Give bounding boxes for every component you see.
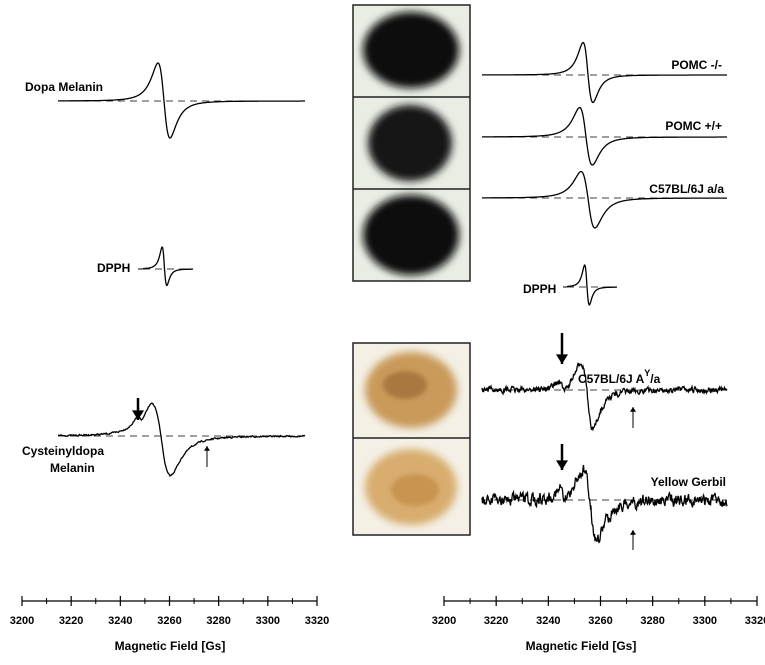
- x-tick-label: 3300: [693, 615, 717, 627]
- x-tick-label: 3200: [10, 615, 34, 627]
- x-axis-label: Magnetic Field [Gs]: [526, 639, 637, 653]
- x-tick-label: 3260: [157, 615, 181, 627]
- x-tick-label: 3240: [536, 615, 560, 627]
- spectrum: [482, 41, 727, 104]
- x-tick-label: 3280: [206, 615, 230, 627]
- spectrum: [481, 362, 728, 432]
- x-tick-label: 3220: [484, 615, 508, 627]
- spectrum: [58, 402, 306, 478]
- x-tick-label: 3320: [745, 615, 765, 627]
- x-axis-label: Magnetic Field [Gs]: [115, 639, 226, 653]
- x-tick-label: 3240: [108, 615, 132, 627]
- arrow-head: [630, 530, 636, 535]
- spectrum: [567, 264, 617, 306]
- arrow-head: [630, 407, 636, 412]
- arrow-head: [556, 460, 568, 470]
- label: Yellow Gerbil: [651, 475, 726, 489]
- label: C57BL/6J AY/a: [578, 368, 661, 386]
- spectrum: [143, 246, 193, 287]
- arrow-head: [204, 446, 210, 451]
- label: DPPH: [97, 261, 130, 275]
- spectrum: [482, 106, 727, 166]
- label: POMC -/-: [671, 58, 722, 72]
- x-tick-label: 3280: [640, 615, 664, 627]
- photos: [352, 4, 471, 536]
- x-tick-label: 3200: [432, 615, 456, 627]
- label: POMC +/+: [665, 119, 722, 133]
- label: Cysteinyldopa: [22, 444, 104, 458]
- label: Melanin: [50, 461, 95, 475]
- arrow-head: [556, 354, 568, 364]
- label: DPPH: [523, 282, 556, 296]
- arrow-head: [132, 410, 144, 420]
- x-tick-label: 3320: [305, 615, 329, 627]
- label: Dopa Melanin: [25, 80, 103, 94]
- label: C57BL/6J a/a: [649, 182, 724, 196]
- spectrum: [482, 170, 727, 229]
- spectrum: [58, 62, 305, 139]
- x-tick-label: 3260: [588, 615, 612, 627]
- spectrum: [481, 464, 728, 544]
- x-tick-label: 3220: [59, 615, 83, 627]
- x-tick-label: 3300: [256, 615, 280, 627]
